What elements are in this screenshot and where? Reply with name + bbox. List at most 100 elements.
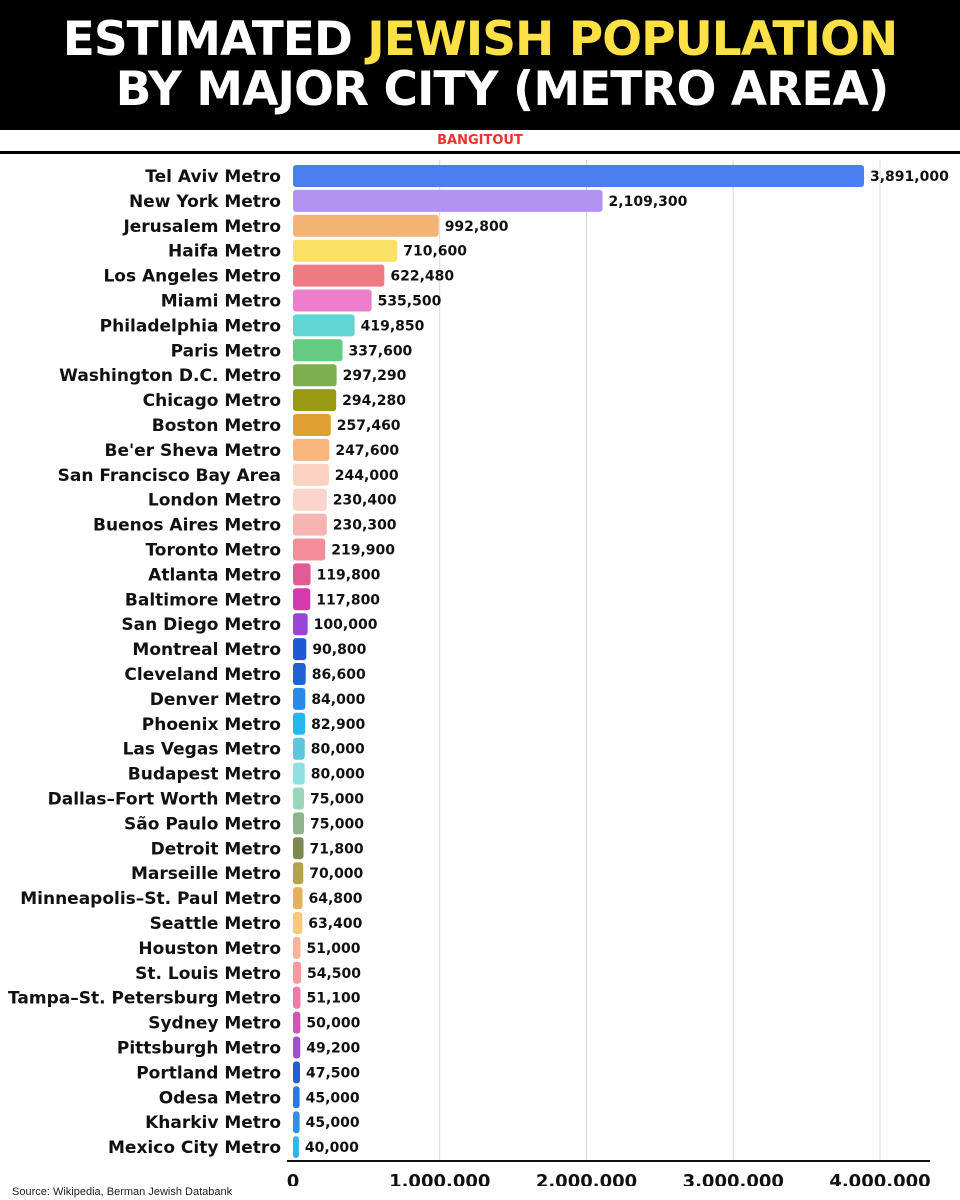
category-label: Cleveland Metro [124, 665, 281, 685]
title-part-1: ESTIMATED [62, 12, 368, 67]
bar [293, 812, 305, 835]
value-label: 230,400 [333, 493, 397, 509]
title-banner: ESTIMATED JEWISH POPULATION BY MAJOR CIT… [0, 0, 960, 130]
bar [293, 1036, 301, 1059]
bar [293, 787, 305, 810]
value-label: 71,800 [310, 841, 364, 857]
bar [293, 438, 330, 461]
x-tick-label: 1,000,000 [389, 1171, 490, 1186]
value-label: 257,460 [337, 418, 401, 434]
category-label: San Francisco Bay Area [58, 466, 281, 486]
value-label: 297,290 [343, 368, 407, 384]
category-label: London Metro [148, 491, 281, 511]
value-label: 75,000 [310, 792, 364, 808]
bar [293, 862, 304, 885]
bar [293, 588, 311, 611]
value-label: 70,000 [309, 866, 363, 882]
category-label: Toronto Metro [145, 541, 281, 561]
title-line-1: ESTIMATED JEWISH POPULATION [0, 12, 960, 67]
x-tick-label: 0 [287, 1171, 300, 1186]
bar [293, 264, 385, 287]
bar [293, 986, 301, 1009]
title-highlight: JEWISH POPULATION [367, 12, 898, 67]
category-label: Seattle Metro [150, 914, 281, 934]
value-label: 45,000 [306, 1115, 360, 1131]
value-label: 117,800 [316, 592, 380, 608]
source-note: Source: Wikipedia, Berman Jewish Databan… [12, 1186, 233, 1198]
value-label: 535,500 [378, 294, 442, 310]
category-label: Montreal Metro [132, 640, 281, 660]
x-tick-label: 4,000,000 [829, 1171, 930, 1186]
value-label: 2,109,300 [609, 194, 688, 210]
value-label: 992,800 [445, 219, 509, 235]
bar [293, 463, 329, 486]
bar [293, 314, 355, 337]
category-label: Kharkiv Metro [145, 1113, 281, 1133]
value-label: 219,900 [331, 543, 395, 559]
category-label: Baltimore Metro [125, 590, 281, 610]
category-label: Houston Metro [138, 939, 281, 959]
value-label: 419,850 [361, 318, 425, 334]
category-label: Tampa–St. Petersburg Metro [8, 989, 281, 1009]
value-label: 244,000 [335, 468, 399, 484]
category-label: Mexico City Metro [108, 1138, 281, 1158]
category-label: Portland Metro [136, 1063, 281, 1083]
value-label: 710,600 [403, 244, 467, 260]
bar [293, 339, 343, 362]
value-label: 84,000 [311, 692, 365, 708]
value-label: 50,000 [306, 1016, 360, 1032]
bar [293, 364, 337, 387]
category-label: Los Angeles Metro [103, 267, 281, 287]
bar [293, 1011, 301, 1034]
bar [293, 1111, 300, 1134]
value-label: 80,000 [311, 767, 365, 783]
category-label: Buenos Aires Metro [93, 516, 281, 536]
bar [293, 687, 306, 710]
bar [293, 887, 303, 910]
value-label: 49,200 [306, 1041, 360, 1057]
bar [293, 165, 865, 187]
bar [293, 488, 327, 511]
category-label: New York Metro [129, 192, 281, 212]
value-label: 337,600 [349, 343, 413, 359]
bar [293, 737, 305, 760]
bar [293, 1086, 300, 1109]
category-label: Washington D.C. Metro [59, 366, 281, 386]
category-label: Atlanta Metro [148, 565, 281, 585]
value-label: 40,000 [305, 1140, 359, 1156]
category-label: Denver Metro [150, 690, 281, 710]
category-label: Las Vegas Metro [123, 740, 281, 760]
value-label: 119,800 [317, 567, 381, 583]
value-label: 64,800 [309, 891, 363, 907]
category-label: San Diego Metro [121, 615, 281, 635]
value-label: 230,300 [333, 518, 397, 534]
value-label: 82,900 [311, 717, 365, 733]
category-label: Philadelphia Metro [100, 316, 281, 336]
bar [293, 936, 301, 959]
bar [293, 837, 304, 860]
bar [293, 563, 311, 586]
bar-chart: Tel Aviv Metro 3,891,000 New York Metro 2,1… [8, 160, 949, 1186]
category-label: St. Louis Metro [135, 964, 281, 984]
category-label: Haifa Metro [168, 242, 281, 262]
bar [293, 663, 306, 685]
value-label: 86,600 [312, 667, 366, 683]
category-label: Minneapolis–St. Paul Metro [20, 889, 281, 909]
bar [293, 289, 372, 312]
value-label: 100,000 [314, 617, 378, 633]
value-label: 54,500 [307, 966, 361, 982]
bar [293, 389, 337, 412]
category-label: Pittsburgh Metro [117, 1039, 281, 1059]
bar [293, 712, 306, 735]
x-tick-label: 3,000,000 [683, 1171, 784, 1186]
category-label: Tel Aviv Metro [145, 167, 281, 187]
category-label: Phoenix Metro [142, 715, 281, 735]
category-label: Detroit Metro [151, 839, 281, 859]
category-label: Chicago Metro [143, 391, 281, 411]
value-label: 51,100 [306, 991, 360, 1007]
bar [293, 1061, 300, 1084]
value-label: 47,500 [306, 1065, 360, 1081]
bar [293, 613, 308, 636]
bar [293, 762, 305, 785]
bar [293, 189, 603, 212]
